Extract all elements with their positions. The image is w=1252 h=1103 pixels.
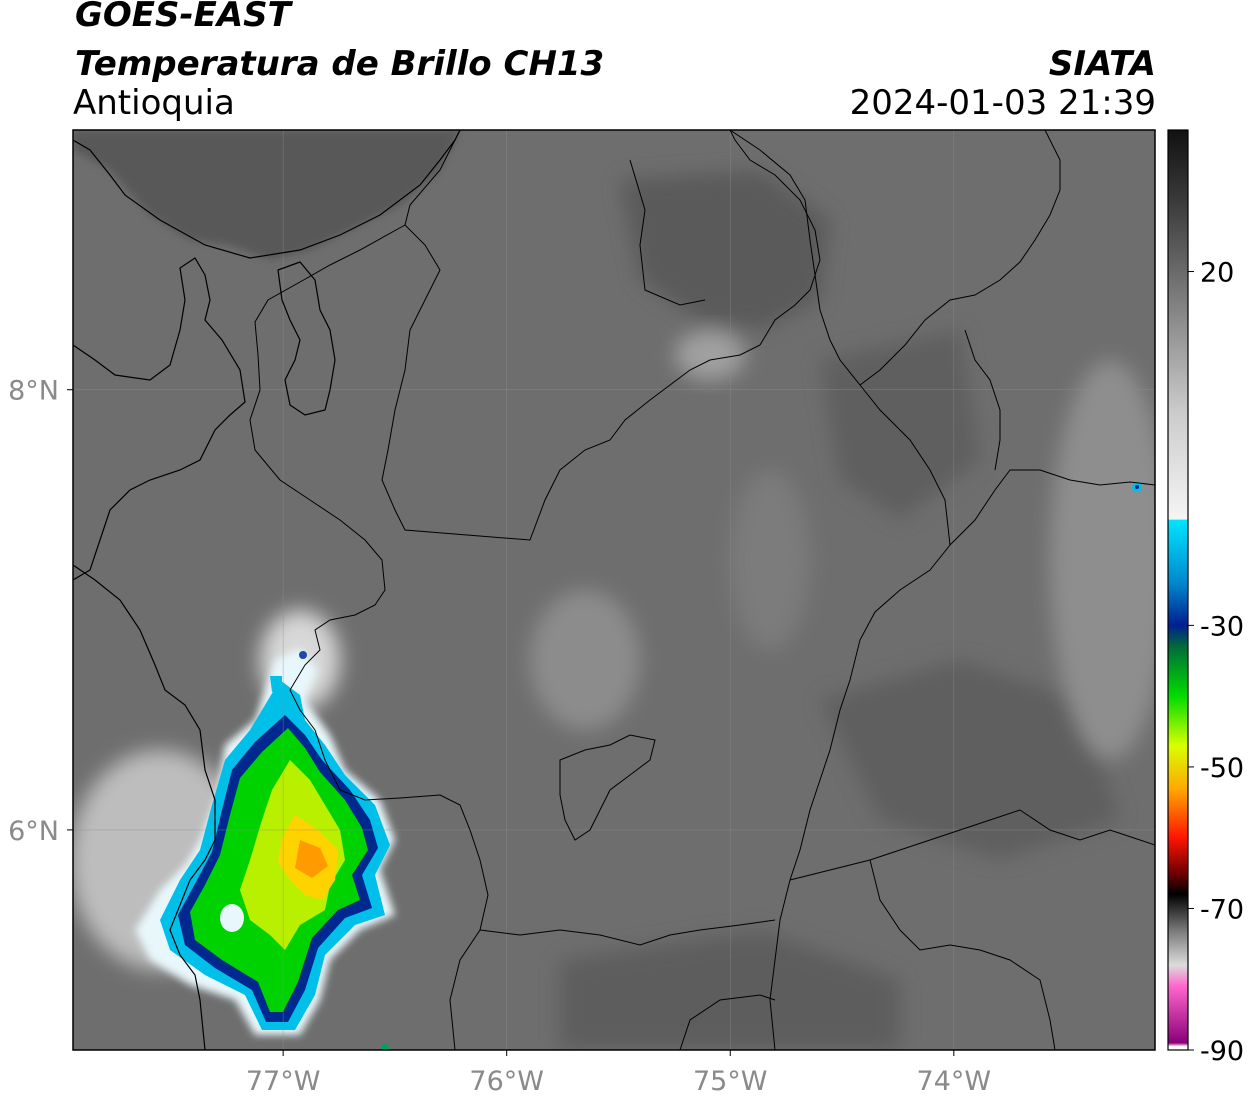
- satellite-title: GOES-EAST: [75, 0, 291, 35]
- colorbar-tick-label: -70: [1200, 894, 1244, 925]
- longitude-axis: 77°W 76°W 75°W 74°W: [246, 1050, 991, 1097]
- coastlines: [73, 130, 461, 1050]
- cool-cloud-patch: [675, 330, 745, 380]
- longitude-tick-label: 74°W: [917, 1066, 992, 1097]
- warm-lowland-area: [820, 330, 980, 520]
- map-frame: [72, 129, 1156, 1051]
- colorbar-tick-label: -30: [1200, 611, 1244, 642]
- colorbar-gradient: [1168, 130, 1188, 1050]
- cool-cloud-patch: [1050, 360, 1155, 760]
- region-label: Antioquia: [73, 83, 235, 123]
- colorbar-tick-label: 20: [1200, 258, 1234, 289]
- satellite-map[interactable]: [70, 130, 1170, 1052]
- warm-lowland-area: [620, 170, 830, 330]
- product-title: Temperatura de Brillo CH13: [75, 44, 605, 84]
- datetime-label: 2024-01-03 21:39: [849, 83, 1156, 123]
- caribbean-sea-area: [73, 130, 460, 260]
- gridlines: [73, 130, 1155, 1050]
- latitude-tick-label: 8°N: [8, 376, 59, 407]
- latitude-axis: 8°N 6°N: [8, 376, 73, 847]
- convective-storm-cloud: [135, 482, 1142, 1050]
- colorbar-tick-label: -50: [1200, 753, 1244, 784]
- colorbar-tick-label: -90: [1200, 1036, 1244, 1067]
- longitude-tick-label: 76°W: [469, 1066, 544, 1097]
- longitude-tick-label: 77°W: [246, 1066, 321, 1097]
- colorbar-frame: [1167, 129, 1189, 1051]
- longitude-tick-label: 75°W: [693, 1066, 768, 1097]
- organization-label: SIATA: [1048, 44, 1156, 84]
- cool-cloud-patch: [730, 470, 810, 650]
- temperature-colorbar: 20 -30 -50 -70 -90: [1167, 129, 1244, 1067]
- cool-cloud-patch: [530, 590, 640, 730]
- department-boundaries: [249, 130, 1155, 1050]
- warm-lowland-area: [820, 660, 1120, 860]
- latitude-tick-label: 6°N: [8, 816, 59, 847]
